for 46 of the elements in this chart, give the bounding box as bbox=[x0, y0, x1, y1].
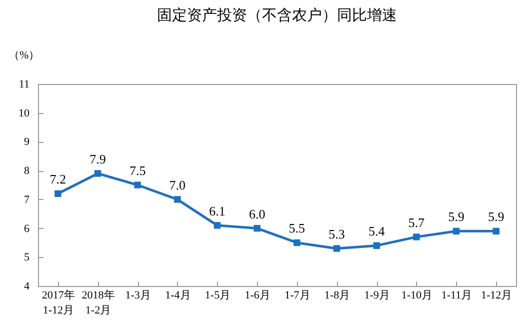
point bbox=[452, 228, 460, 235]
x-tick-label: 2017年 1-12月 bbox=[42, 290, 75, 316]
point bbox=[54, 190, 62, 198]
data-label: 5.9 bbox=[488, 209, 504, 224]
chart-title: 固定资产投资（不含农户）同比增速 bbox=[157, 6, 397, 24]
data-label: 5.5 bbox=[288, 220, 306, 236]
data-label: 5.7 bbox=[408, 214, 426, 230]
y-tick-label: 4 bbox=[24, 280, 30, 292]
point bbox=[174, 196, 181, 203]
point bbox=[333, 245, 340, 252]
x-tick-label: 1-5月 bbox=[204, 290, 231, 302]
data-label: 6.1 bbox=[209, 203, 226, 218]
y-tick-label: 11 bbox=[18, 78, 30, 90]
point bbox=[254, 224, 260, 232]
y-tick-label: 6 bbox=[24, 222, 30, 235]
y-axis-title: （%） bbox=[8, 50, 40, 62]
x-tick-label: 2018年 1-2月 bbox=[82, 290, 115, 316]
y-tick-label: 5 bbox=[24, 252, 30, 264]
x-tick-label: 1-4月 bbox=[165, 290, 191, 302]
x-tick-label: 1-7月 bbox=[284, 290, 310, 302]
y-tick-label: 10 bbox=[18, 107, 30, 120]
point bbox=[373, 242, 380, 249]
point bbox=[492, 228, 500, 235]
data-label: 7.2 bbox=[50, 172, 66, 187]
data-label: 7.0 bbox=[169, 177, 186, 192]
x-tick-label: 1-11月 bbox=[441, 290, 472, 302]
data-label: 5.3 bbox=[328, 226, 345, 242]
data-label: 6.0 bbox=[248, 206, 266, 222]
x-tick-label: 1-8月 bbox=[324, 290, 350, 302]
x-tick-label: 1-10月 bbox=[401, 290, 433, 302]
y-tick-label: 7 bbox=[24, 194, 30, 206]
point bbox=[134, 182, 141, 188]
point bbox=[214, 222, 221, 229]
point bbox=[413, 234, 420, 240]
data-label: 5.4 bbox=[368, 224, 386, 239]
point bbox=[294, 239, 300, 246]
y-tick-label: 9 bbox=[24, 136, 30, 148]
y-tick-label: 8 bbox=[24, 165, 30, 178]
data-label: 5.9 bbox=[448, 209, 464, 224]
point bbox=[94, 170, 102, 177]
data-label: 7.5 bbox=[129, 163, 146, 178]
x-tick-label: 1-12月 bbox=[480, 290, 512, 302]
x-tick-label: 1-3月 bbox=[125, 290, 151, 302]
x-tick-label: 1-9月 bbox=[364, 290, 390, 302]
data-label: 7.9 bbox=[90, 151, 106, 166]
x-tick-label: 1-6月 bbox=[244, 290, 270, 302]
